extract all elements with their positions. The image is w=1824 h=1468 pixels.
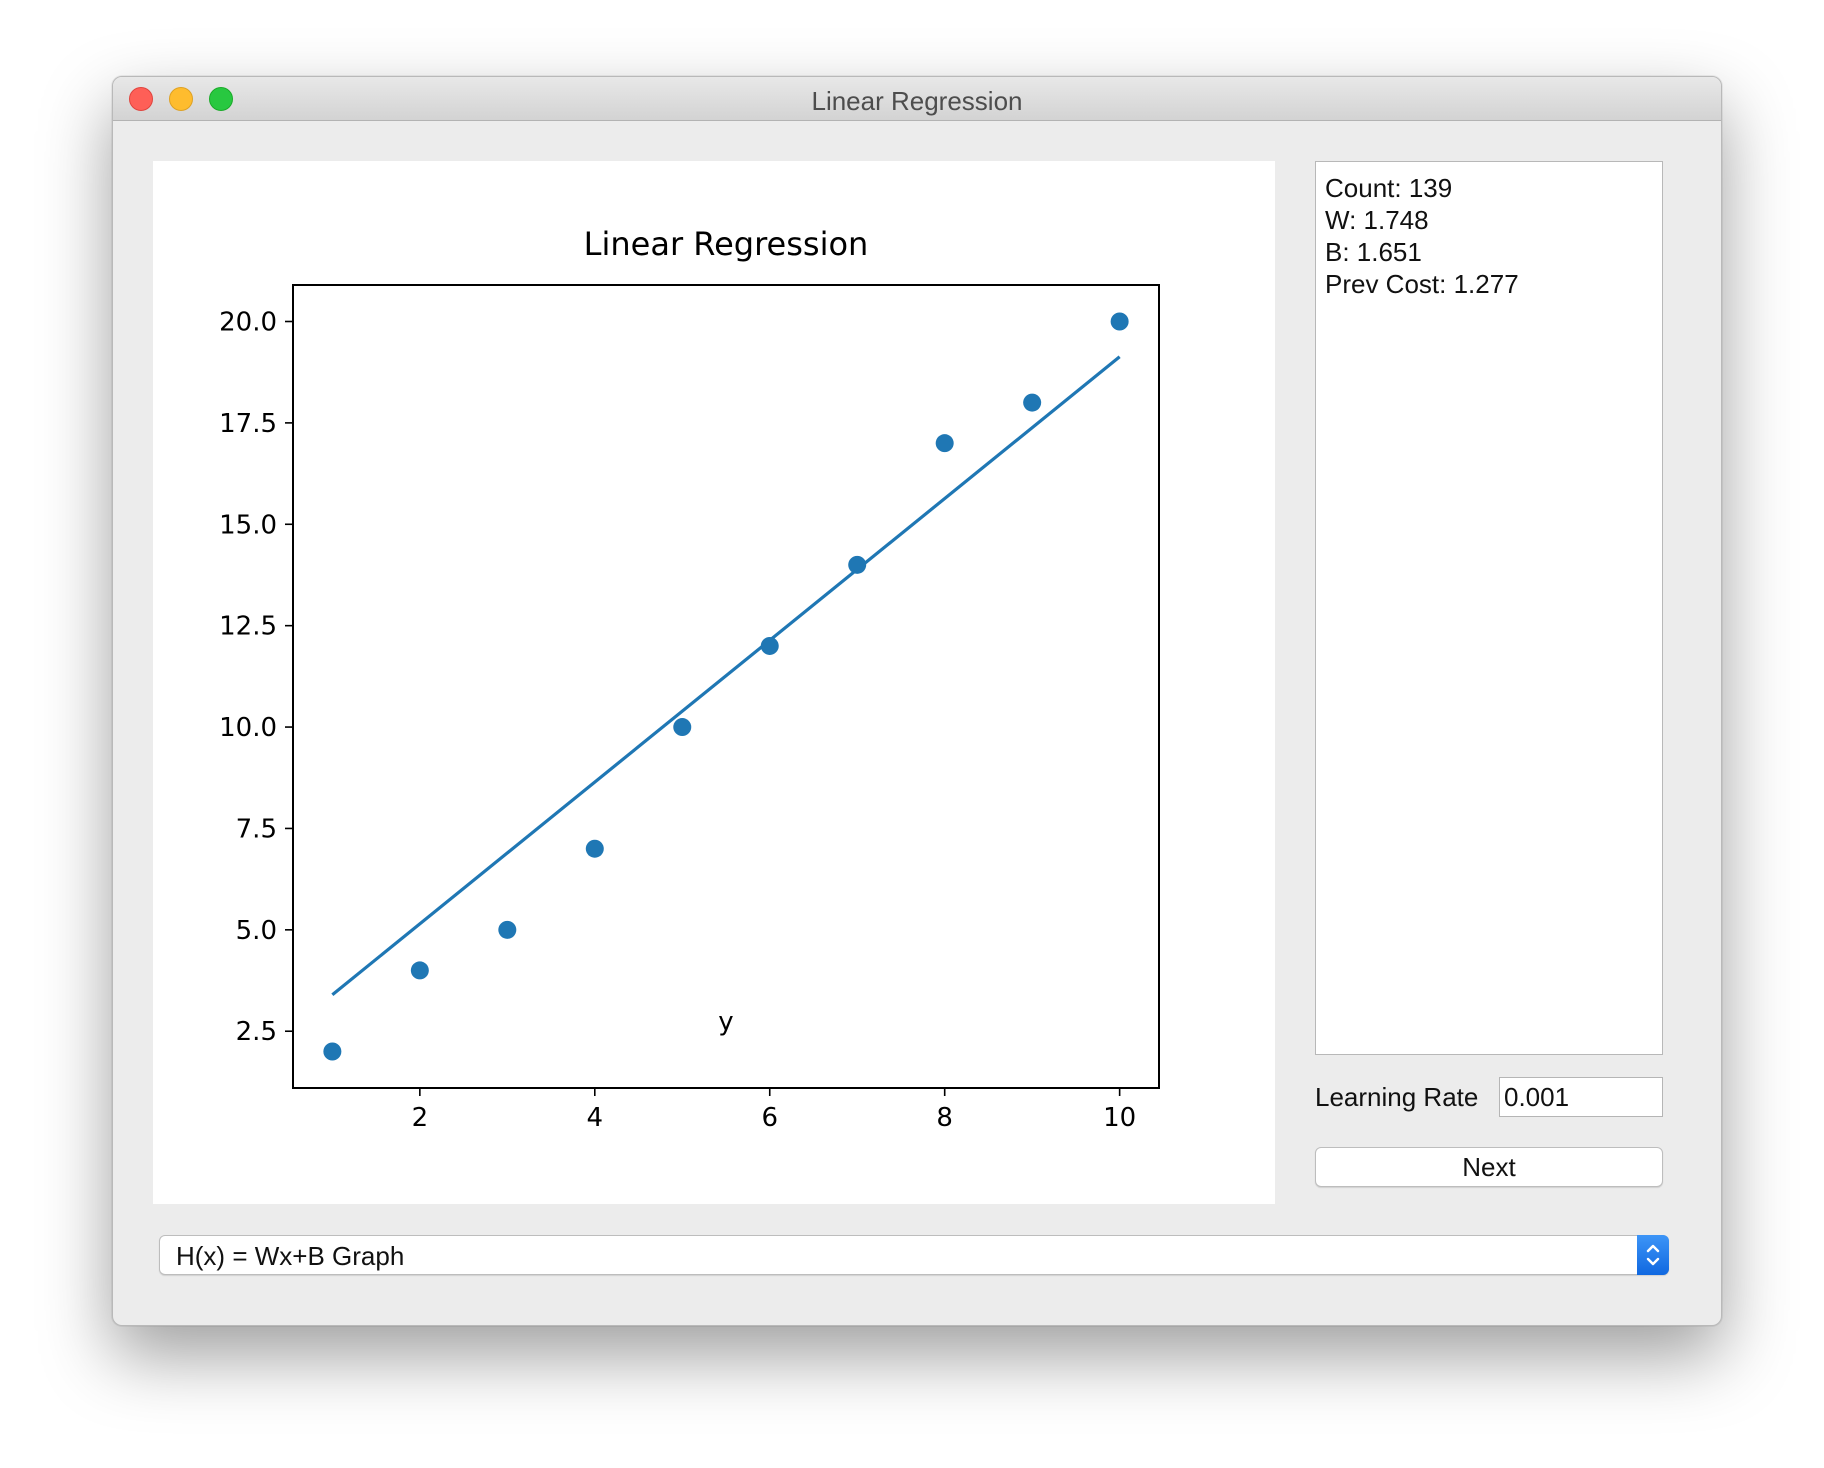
y-tick-label: 12.5 (219, 612, 277, 642)
x-tick-label: 8 (936, 1103, 953, 1133)
y-tick-label: 2.5 (236, 1017, 277, 1047)
next-button[interactable]: Next (1315, 1147, 1663, 1187)
x-tick-label: 6 (761, 1103, 778, 1133)
prev-cost-text: Prev Cost: 1.277 (1325, 269, 1519, 299)
data-point (585, 839, 604, 858)
regression-chart: Linear Regression y 2 4 6 8 10 2.5 5.0 7.5 10.0 1… (219, 225, 1160, 1133)
y-tick-label: 7.5 (236, 814, 277, 844)
zoom-window-button[interactable] (209, 87, 233, 111)
data-point (323, 1042, 342, 1061)
x-axis-label: y (718, 1007, 733, 1037)
x-tick-label: 2 (412, 1103, 429, 1133)
bias-text: B: 1.651 (1325, 237, 1422, 267)
info-panel: Count: 139 W: 1.748 B: 1.651 Prev Cost: … (1315, 161, 1663, 1055)
x-tick-label: 4 (587, 1103, 604, 1133)
data-point (410, 961, 429, 980)
y-tick-label: 10.0 (219, 713, 277, 743)
close-window-button[interactable] (129, 87, 153, 111)
chart-title: Linear Regression (584, 225, 869, 263)
x-tick-label: 10 (1103, 1103, 1136, 1133)
updown-chevron-icon[interactable] (1637, 1235, 1669, 1275)
graph-selector-dropdown[interactable]: H(x) = Wx+B Graph (159, 1235, 1669, 1275)
window-title: Linear Regression (811, 86, 1023, 116)
data-point (673, 718, 692, 737)
axes-frame (292, 284, 1160, 1089)
data-point (1110, 312, 1129, 331)
data-point (1023, 393, 1042, 412)
data-point (935, 434, 954, 453)
app-window: Linear Regression Linear Regression y 2 4… (112, 76, 1722, 1326)
learning-rate-input[interactable] (1499, 1077, 1663, 1117)
plot-canvas: Linear Regression y 2 4 6 8 10 2.5 5.0 7.5 10.0 1… (153, 161, 1275, 1204)
y-tick-label: 20.0 (219, 308, 277, 338)
data-point (848, 555, 867, 574)
learning-rate-label: Learning Rate (1315, 1082, 1479, 1112)
graph-selector-value: H(x) = Wx+B Graph (176, 1241, 405, 1271)
y-tick-label: 17.5 (219, 409, 277, 439)
data-point (498, 920, 517, 939)
count-text: Count: 139 (1325, 173, 1453, 203)
y-tick-label: 5.0 (236, 916, 277, 946)
data-point (760, 636, 779, 655)
minimize-window-button[interactable] (169, 87, 193, 111)
weight-text: W: 1.748 (1325, 205, 1429, 235)
regression-line (331, 355, 1121, 996)
title-bar: Linear Regression (113, 77, 1721, 121)
y-tick-label: 15.0 (219, 510, 277, 540)
